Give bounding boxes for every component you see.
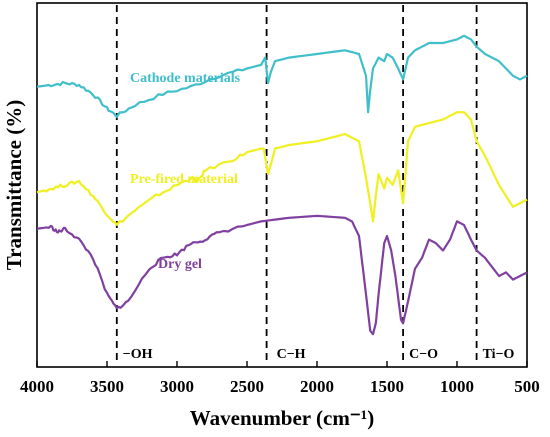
x-tick-label: 3500 bbox=[90, 377, 124, 396]
peak-label: C−O bbox=[409, 347, 438, 362]
x-tick-label: 4000 bbox=[20, 377, 54, 396]
x-ticks bbox=[36, 361, 528, 367]
series-line bbox=[36, 34, 528, 119]
x-tick-label: 500 bbox=[514, 377, 540, 396]
peak-label: Ti−O bbox=[483, 347, 515, 362]
peak-label: −OH bbox=[123, 347, 153, 362]
series-layer bbox=[36, 34, 528, 336]
x-tick-label: 2000 bbox=[300, 377, 334, 396]
x-tick-label: 2500 bbox=[230, 377, 264, 396]
x-tick-label: 1500 bbox=[370, 377, 404, 396]
plot-frame bbox=[36, 2, 528, 368]
series-labels: Cathode materials Pre-fired material Dry g… bbox=[130, 71, 241, 272]
x-tick-labels: 4000 3500 3000 2500 2000 1500 1000 500 bbox=[20, 377, 540, 396]
series-line bbox=[36, 214, 528, 336]
series-name-label: Dry gel bbox=[158, 257, 202, 272]
peak-labels: −OH C−H C−O Ti−O bbox=[123, 347, 515, 362]
peak-label: C−H bbox=[277, 347, 306, 362]
series-name-label: Pre-fired material bbox=[130, 172, 238, 187]
x-tick-label: 1000 bbox=[440, 377, 474, 396]
series-name-label: Cathode materials bbox=[130, 71, 241, 86]
y-axis-title: Transmittance (%) bbox=[2, 100, 26, 271]
series-line bbox=[36, 111, 528, 226]
x-tick-label: 3000 bbox=[160, 377, 194, 396]
x-axis-title: Wavenumber (cm⁻¹) bbox=[190, 406, 374, 430]
